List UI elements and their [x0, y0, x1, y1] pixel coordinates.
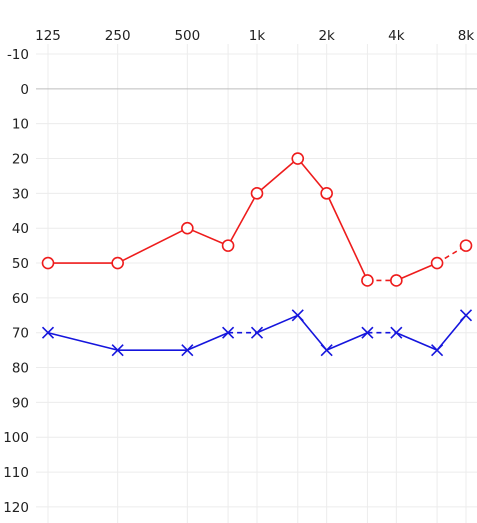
series-lines	[41, 152, 473, 357]
series-segment	[256, 314, 299, 334]
y-tick-label: 0	[20, 82, 29, 98]
data-point-cross	[320, 344, 333, 357]
y-tick-label: 90	[12, 395, 29, 411]
series-segment	[396, 262, 438, 282]
series-segment	[117, 227, 188, 264]
series-segment	[47, 331, 118, 351]
data-point-circle	[111, 256, 124, 270]
data-point-cross	[361, 326, 374, 339]
data-point-cross	[431, 344, 444, 357]
y-axis-ticks: -10 0 10 20 30 40 50 60 70 80 90 100 110 120	[3, 47, 29, 516]
y-tick-label: 60	[12, 291, 29, 307]
y-tick-label: 120	[3, 500, 29, 516]
y-tick-label: 10	[12, 117, 29, 133]
data-point-circle	[291, 152, 305, 165]
data-point-circle	[459, 239, 473, 252]
y-tick-label: 80	[12, 361, 29, 377]
series-segment	[325, 193, 369, 281]
data-point-circle	[250, 187, 264, 200]
y-tick-label: 30	[12, 186, 29, 202]
y-tick-label: 110	[3, 465, 29, 481]
data-point-cross	[390, 326, 403, 339]
series-segment	[297, 158, 328, 194]
data-point-circle	[221, 239, 235, 252]
data-point-circle	[41, 256, 55, 270]
data-point-cross	[111, 344, 124, 357]
y-tick-label: -10	[7, 47, 29, 63]
grid	[36, 44, 477, 523]
x-tick-label: 500	[174, 28, 200, 44]
series-segment	[227, 192, 258, 247]
data-point-cross	[41, 326, 55, 339]
data-point-cross	[459, 309, 473, 322]
data-point-cross	[181, 344, 194, 357]
data-point-circle	[430, 256, 444, 270]
data-point-circle	[181, 221, 194, 235]
data-point-circle	[390, 274, 403, 287]
data-point-circle	[361, 274, 374, 287]
series-circle	[41, 152, 473, 287]
series-segment	[256, 157, 299, 194]
series-cross	[41, 309, 473, 357]
data-point-cross	[250, 326, 264, 339]
y-tick-label: 50	[12, 256, 29, 272]
series-segment	[326, 331, 368, 351]
x-axis-ticks: 125 250 500 1k 2k 4k 8k	[35, 28, 474, 44]
x-tick-label: 8k	[458, 28, 475, 44]
x-tick-label: 250	[105, 28, 131, 44]
y-tick-label: 40	[12, 221, 29, 237]
y-tick-label: 100	[3, 430, 29, 446]
data-point-cross	[222, 326, 235, 339]
series-segment	[187, 227, 229, 247]
y-tick-label: 20	[12, 152, 29, 168]
x-tick-label: 125	[35, 28, 61, 44]
y-tick-label: 70	[12, 326, 29, 342]
data-point-circle	[320, 187, 333, 200]
series-segment	[396, 331, 438, 351]
x-tick-label: 2k	[318, 28, 335, 44]
x-tick-label: 1k	[249, 28, 266, 44]
series-segment	[187, 331, 229, 351]
x-tick-label: 4k	[388, 28, 405, 44]
data-point-cross	[291, 309, 304, 322]
